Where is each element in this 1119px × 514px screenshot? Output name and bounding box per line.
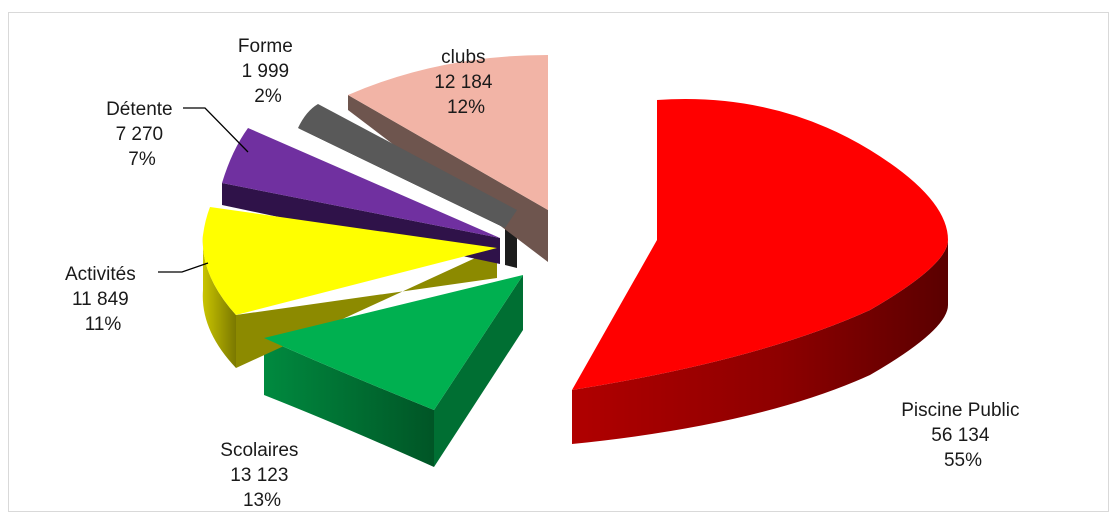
slice-clubs (348, 55, 548, 210)
label-activites: Activités 11 849 11% (65, 264, 141, 335)
slice-forme (298, 104, 517, 228)
label-activites-name: Activités (65, 264, 136, 285)
label-piscine-public: Piscine Public 56 134 55% (901, 400, 1025, 471)
label-scolaires-percent: 13% (243, 490, 281, 511)
label-clubs-value: 12 184 (434, 72, 493, 93)
label-detente-name: Détente (106, 99, 173, 120)
label-scolaires: Scolaires 13 123 13% (220, 440, 303, 511)
label-detente-percent: 7% (128, 149, 156, 170)
slice-piscine-public (572, 99, 948, 390)
label-activites-value: 11 849 (72, 289, 129, 310)
leader-lines (158, 107, 249, 273)
label-piscine-public-value: 56 134 (931, 425, 990, 446)
label-detente: Détente 7 270 7% (106, 99, 178, 170)
leader-line-activites (158, 262, 209, 273)
label-piscine-public-percent: 55% (944, 450, 982, 471)
slice-tops (202, 55, 948, 410)
label-scolaires-value: 13 123 (230, 465, 288, 486)
label-scolaires-name: Scolaires (220, 440, 298, 461)
label-activites-percent: 11% (85, 314, 122, 335)
slice-detente (222, 128, 500, 238)
slice-activites (202, 207, 497, 315)
label-clubs-name: clubs (441, 47, 485, 68)
slice-scolaires-side-front (264, 338, 434, 467)
label-piscine-public-name: Piscine Public (901, 400, 1019, 421)
slice-scolaires-side-right (434, 275, 523, 467)
label-forme-value: 1 999 (242, 61, 290, 82)
label-clubs: clubs 12 184 12% (434, 47, 497, 118)
slice-activites-side-left (202, 235, 236, 368)
leader-line-detente (183, 107, 249, 153)
label-forme: Forme 1 999 2% (238, 36, 298, 107)
label-detente-value: 7 270 (116, 124, 164, 145)
label-forme-percent: 2% (254, 86, 282, 107)
slice-scolaires (264, 275, 523, 410)
label-clubs-percent: 12% (447, 97, 485, 118)
slice-piscine-public-side (572, 240, 948, 444)
data-labels: Piscine Public 56 134 55% Scolaires 13 1… (65, 36, 1025, 511)
label-forme-name: Forme (238, 36, 293, 57)
